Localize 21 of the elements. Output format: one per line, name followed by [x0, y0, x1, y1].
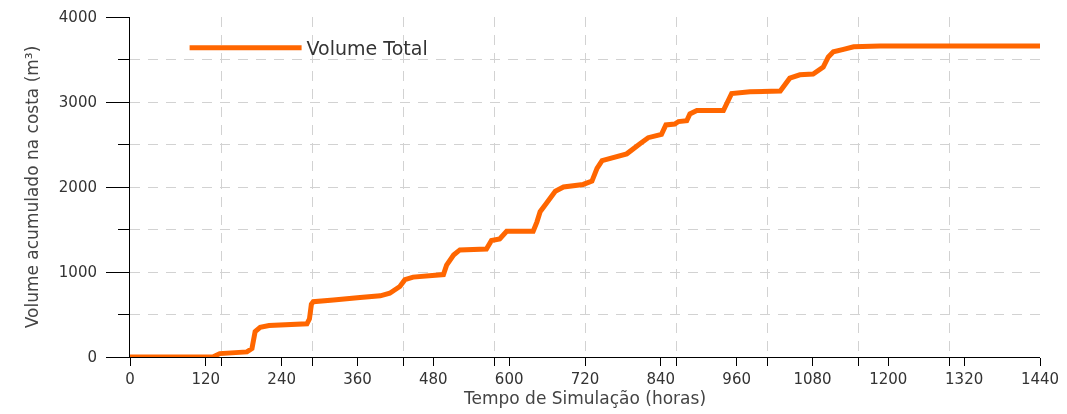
y-tick-label: 0 [87, 348, 97, 367]
x-axis-title: Tempo de Simulação (horas) [462, 388, 707, 408]
y-tick-label: 2000 [58, 178, 97, 197]
x-tick-label: 600 [494, 370, 524, 388]
x-tick-label: 1200 [869, 370, 908, 388]
x-tick-label: 720 [570, 370, 600, 388]
y-tick-label: 4000 [58, 8, 97, 27]
legend-label: Volume Total [306, 37, 428, 60]
x-tick-label: 840 [646, 370, 676, 388]
x-tick-label: 240 [267, 370, 296, 388]
x-tick-label: 1320 [945, 370, 984, 388]
x-tick-label: 360 [343, 370, 372, 388]
x-tick-label: 1440 [1020, 370, 1060, 388]
y-axis-title: Volume acumulado na costa (m³) [22, 45, 43, 329]
x-tick-label: 480 [419, 370, 448, 388]
x-tick-label: 960 [722, 370, 751, 388]
x-tick-label: 120 [191, 370, 221, 388]
y-tick-label: 1000 [58, 263, 97, 282]
x-tick-label: 1080 [793, 370, 832, 388]
y-tick-label: 3000 [58, 93, 97, 112]
x-tick-label: 0 [125, 370, 135, 388]
